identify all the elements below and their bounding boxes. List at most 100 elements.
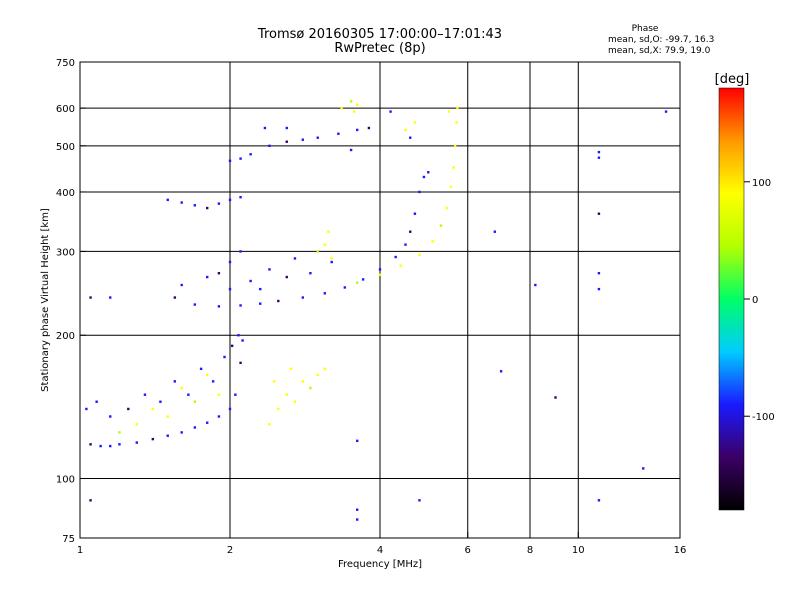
data-point — [95, 400, 98, 403]
data-point — [166, 434, 169, 437]
data-point — [109, 444, 112, 448]
data-point — [217, 393, 221, 396]
data-point — [205, 421, 209, 424]
y-tick-label: 100 — [56, 475, 75, 486]
data-point — [239, 157, 242, 160]
data-point — [217, 305, 221, 308]
data-point — [418, 253, 421, 257]
data-point — [99, 444, 102, 448]
data-point — [404, 128, 407, 132]
data-point — [193, 400, 197, 403]
data-point — [180, 431, 183, 434]
data-point — [230, 344, 234, 348]
data-point — [268, 423, 271, 426]
data-point — [173, 296, 177, 299]
data-point — [323, 243, 327, 246]
data-point — [597, 212, 601, 215]
data-point — [118, 431, 121, 434]
data-point — [355, 508, 359, 511]
data-point — [217, 202, 221, 205]
colorbar-tick-label: 0 — [752, 295, 758, 306]
data-point — [109, 415, 112, 418]
data-point — [455, 121, 458, 124]
x-tick-label: 8 — [527, 545, 533, 556]
data-point — [85, 407, 88, 411]
data-point — [409, 230, 412, 233]
data-point — [217, 272, 221, 275]
data-point — [301, 296, 305, 299]
data-point — [597, 150, 601, 154]
data-point — [249, 279, 252, 283]
colorbar — [718, 87, 745, 511]
data-point — [234, 393, 237, 396]
data-point — [439, 224, 443, 227]
data-point — [534, 283, 537, 287]
x-tick-label: 4 — [377, 545, 383, 556]
data-point — [118, 443, 121, 446]
data-point — [316, 373, 319, 377]
data-point — [293, 400, 297, 403]
data-point — [193, 303, 197, 306]
data-point — [180, 386, 183, 390]
data-point — [228, 407, 232, 411]
data-point — [399, 264, 402, 267]
data-point — [272, 380, 276, 383]
data-point — [355, 103, 359, 106]
data-point — [239, 304, 242, 307]
phase-stats-x: mean, sd,X: 79.9, 19.0 — [608, 46, 711, 56]
data-point — [597, 499, 601, 502]
data-point — [180, 201, 183, 204]
data-point — [89, 443, 92, 446]
data-point — [285, 140, 288, 143]
colorbar-tick-label: -100 — [752, 412, 775, 423]
data-point — [453, 144, 457, 148]
data-point — [263, 126, 267, 130]
data-point — [239, 195, 242, 199]
data-point — [456, 106, 459, 110]
data-point — [449, 185, 453, 189]
data-point — [330, 260, 333, 264]
data-point — [493, 230, 497, 233]
data-point — [289, 367, 293, 371]
data-point — [445, 206, 449, 210]
data-point — [337, 132, 340, 135]
data-point — [389, 110, 392, 113]
data-point — [285, 126, 288, 130]
y-axis-label: Stationary phase Virtual Height [km] — [40, 208, 51, 392]
data-point — [228, 287, 232, 291]
data-point — [205, 373, 209, 377]
data-point — [378, 268, 382, 271]
data-point — [259, 287, 262, 291]
data-point — [664, 110, 668, 113]
data-point — [159, 400, 162, 403]
data-point — [352, 110, 356, 113]
data-point — [166, 415, 169, 418]
data-point — [277, 299, 280, 303]
data-point — [135, 441, 138, 444]
x-tick-label: 16 — [674, 545, 687, 556]
data-point — [323, 367, 327, 371]
data-point — [413, 121, 417, 124]
x-tick-label: 1 — [77, 545, 83, 556]
data-point — [394, 255, 397, 259]
data-point — [151, 437, 155, 441]
data-point — [143, 393, 147, 396]
data-point — [597, 272, 601, 275]
data-point — [597, 156, 601, 159]
data-point — [301, 138, 305, 141]
data-point — [249, 153, 252, 156]
colorbar-unit-label: [deg] — [715, 72, 750, 87]
chart-title: Tromsø 20160305 17:00:00–17:01:43 — [257, 27, 502, 42]
data-point — [355, 281, 359, 284]
x-tick-label: 2 — [227, 545, 233, 556]
y-tick-label: 500 — [56, 142, 75, 153]
y-tick-label: 300 — [56, 247, 75, 258]
data-point — [173, 380, 177, 383]
data-point — [418, 190, 421, 194]
data-point — [228, 198, 232, 202]
y-tick-label: 750 — [56, 58, 75, 69]
data-point — [89, 499, 92, 502]
data-point — [343, 286, 347, 289]
data-point — [301, 380, 305, 383]
data-point — [268, 144, 271, 148]
